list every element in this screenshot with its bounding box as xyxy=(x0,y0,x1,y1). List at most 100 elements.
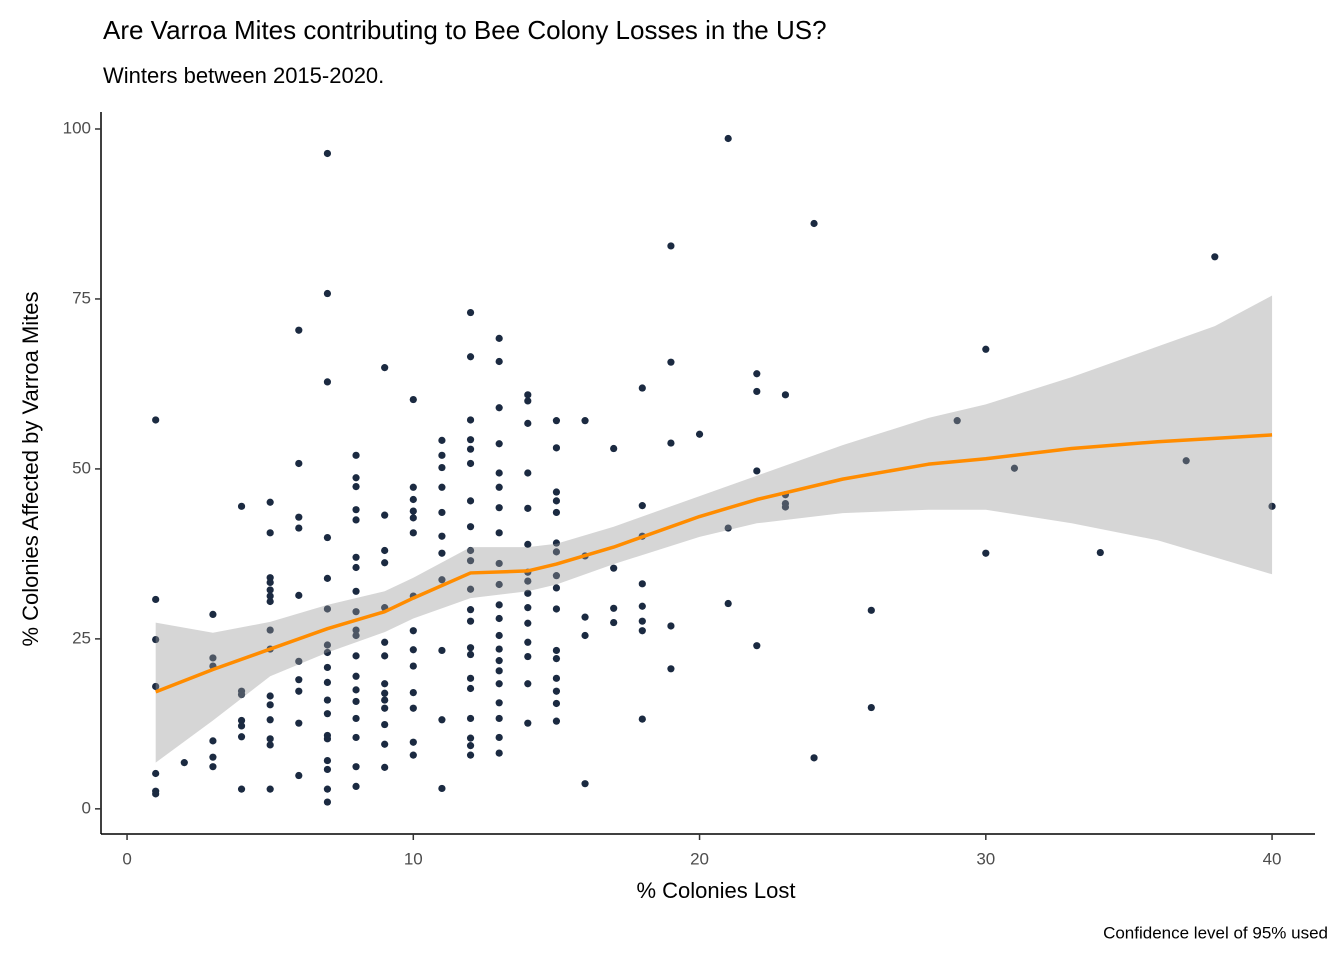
point xyxy=(152,682,160,691)
point xyxy=(466,751,475,759)
point xyxy=(667,665,675,673)
point xyxy=(495,614,503,623)
point xyxy=(495,357,503,366)
point xyxy=(237,785,246,793)
point xyxy=(495,483,503,491)
point xyxy=(524,397,532,405)
point xyxy=(466,308,475,317)
point xyxy=(409,662,417,670)
point xyxy=(381,689,389,697)
point xyxy=(810,219,818,228)
point xyxy=(867,703,875,712)
point xyxy=(495,601,503,609)
point xyxy=(381,638,389,646)
point xyxy=(552,654,561,663)
point xyxy=(753,370,761,378)
point xyxy=(438,716,446,724)
point xyxy=(409,738,417,746)
point xyxy=(295,326,303,334)
point xyxy=(524,604,532,612)
point xyxy=(581,631,589,640)
point xyxy=(152,790,160,798)
point xyxy=(266,692,274,700)
point xyxy=(495,749,503,757)
point xyxy=(295,513,303,521)
point xyxy=(466,742,475,750)
caption: Confidence level of 95% used xyxy=(1103,923,1328,942)
point xyxy=(524,504,532,512)
point xyxy=(638,384,646,392)
point xyxy=(466,546,475,555)
x-tick-label: 0 xyxy=(122,849,131,868)
point xyxy=(724,134,732,143)
point xyxy=(295,459,303,468)
point xyxy=(409,483,417,491)
point xyxy=(323,756,332,765)
point xyxy=(295,719,303,727)
point xyxy=(552,488,561,496)
point xyxy=(638,602,646,610)
point xyxy=(209,763,217,771)
point xyxy=(524,419,532,427)
point xyxy=(552,584,561,592)
point xyxy=(466,606,475,614)
point xyxy=(381,364,389,372)
point xyxy=(466,644,475,652)
point xyxy=(323,798,332,806)
point xyxy=(266,741,274,749)
point xyxy=(524,589,532,597)
y-tick-label: 100 xyxy=(63,118,91,137)
point xyxy=(381,559,389,567)
point xyxy=(524,619,532,627)
point xyxy=(638,502,646,510)
point xyxy=(667,358,675,366)
point xyxy=(466,353,475,361)
point xyxy=(352,697,360,706)
point xyxy=(381,696,389,704)
point xyxy=(237,502,246,510)
point xyxy=(381,704,389,712)
point xyxy=(552,497,561,505)
point xyxy=(552,572,561,580)
point xyxy=(180,759,188,767)
point xyxy=(409,627,417,635)
point xyxy=(409,646,417,654)
point xyxy=(237,716,246,725)
point xyxy=(438,436,446,444)
confidence-band xyxy=(155,295,1273,763)
point xyxy=(552,687,561,695)
point xyxy=(495,657,503,665)
y-tick-label: 25 xyxy=(72,628,91,647)
y-axis-title: % Colonies Affected by Varroa Mites xyxy=(18,291,43,646)
point xyxy=(753,467,761,475)
point xyxy=(466,445,475,453)
point xyxy=(524,540,532,548)
point xyxy=(495,469,503,477)
y-tick-label: 75 xyxy=(72,288,91,307)
point xyxy=(466,617,475,625)
point xyxy=(610,564,618,572)
x-tick-label: 10 xyxy=(404,849,423,868)
point xyxy=(295,524,303,532)
point xyxy=(495,631,503,640)
point xyxy=(495,580,503,589)
point xyxy=(352,587,360,595)
point xyxy=(524,638,532,646)
point xyxy=(409,514,417,522)
point xyxy=(409,495,417,504)
point xyxy=(237,691,246,699)
point xyxy=(552,674,561,682)
point xyxy=(381,720,389,729)
point xyxy=(381,763,389,771)
point xyxy=(209,654,217,662)
x-tick-label: 20 xyxy=(690,849,709,868)
point xyxy=(323,605,332,613)
point xyxy=(524,680,532,688)
point xyxy=(266,785,274,793)
point xyxy=(352,626,360,634)
point xyxy=(495,559,503,568)
point xyxy=(438,483,446,491)
point xyxy=(266,529,274,537)
point xyxy=(381,546,389,555)
